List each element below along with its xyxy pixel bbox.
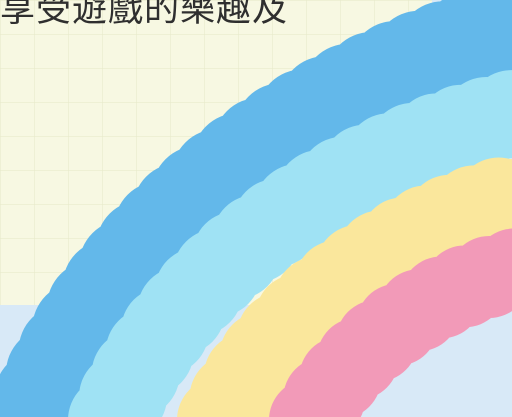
rainbow-band-cyan (68, 69, 512, 417)
rainbow-band-pink (269, 228, 512, 417)
rainbow-band-yellow (177, 153, 512, 417)
caption-text: 享受遊戲的樂趣及 (0, 0, 289, 30)
